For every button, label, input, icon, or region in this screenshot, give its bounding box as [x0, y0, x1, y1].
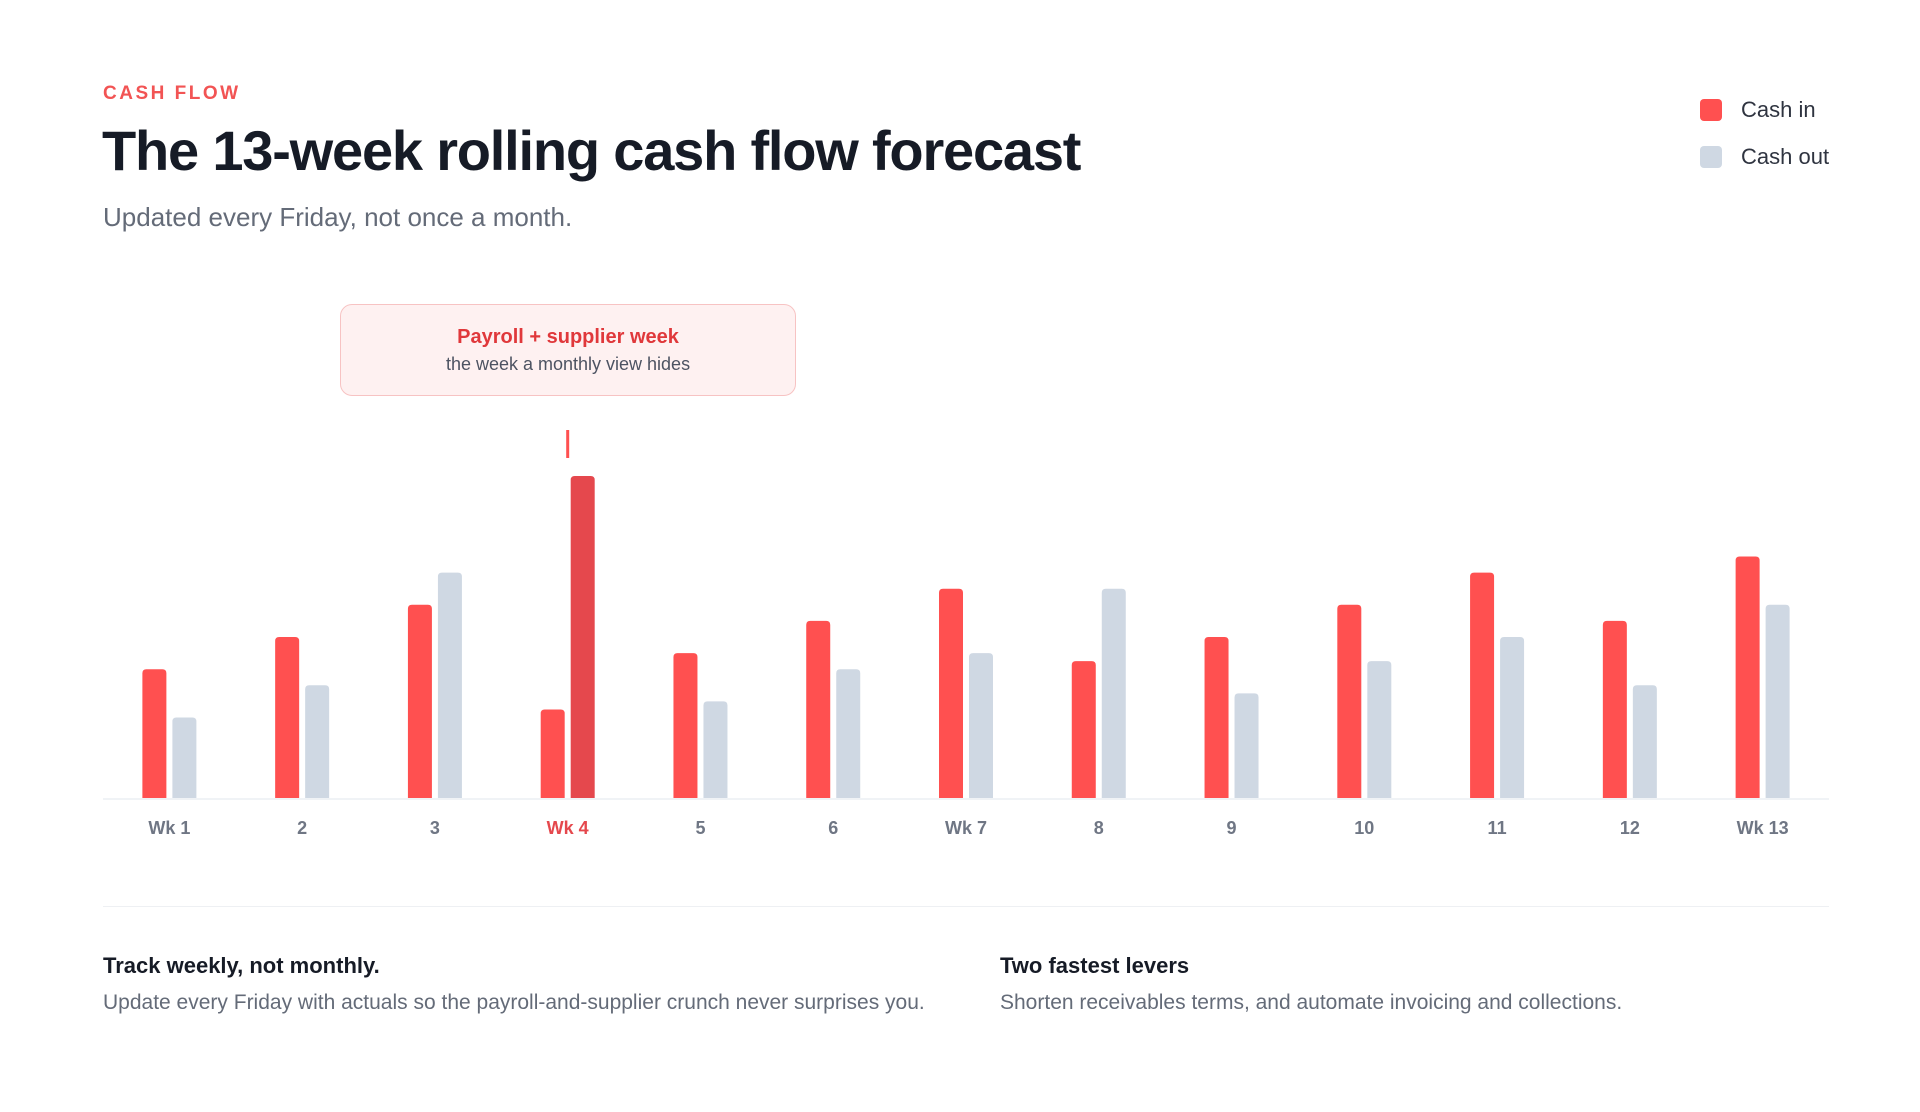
x-tick-label-9: 9 [1227, 818, 1237, 838]
page-title: The 13-week rolling cash flow forecast [102, 119, 1081, 182]
section-divider [103, 906, 1829, 907]
x-tick-label-12: 12 [1620, 818, 1640, 838]
note-body: Shorten receivables terms, and automate … [1000, 991, 1623, 1014]
bar-cash-in-10 [1337, 604, 1362, 798]
note-fastest-levers: Two fastest levers Shorten receivables t… [1000, 953, 1820, 1017]
bar-cash-out-12 [1632, 685, 1657, 798]
bar-cash-out-10 [1367, 661, 1392, 798]
bar-cash-in-11 [1470, 572, 1495, 798]
legend-label-cash-in: Cash in [1741, 97, 1816, 122]
bar-cash-in-2 [275, 637, 300, 798]
note-track-weekly: Track weekly, not monthly. Update every … [103, 953, 953, 1017]
bar-cash-in-7 [939, 588, 963, 798]
legend-label-cash-out: Cash out [1741, 144, 1830, 169]
x-tick-label-11: 11 [1488, 818, 1507, 838]
x-tick-label-13: Wk 13 [1737, 818, 1789, 838]
bar-cash-out-2 [305, 685, 330, 798]
bar-cash-out-8 [1101, 588, 1126, 798]
bar-cash-out-4 [570, 476, 595, 798]
x-tick-label-4: Wk 4 [547, 818, 589, 838]
x-tick-label-5: 5 [695, 818, 705, 838]
bar-cash-out-1 [172, 717, 197, 798]
x-tick-label-3: 3 [430, 818, 440, 838]
note-title: Two fastest levers [1000, 953, 1190, 978]
bar-cash-out-6 [836, 669, 861, 798]
bar-cash-in-1 [142, 669, 167, 798]
bar-cash-out-3 [437, 572, 462, 798]
x-tick-label-2: 2 [297, 818, 307, 838]
x-tick-label-7: Wk 7 [945, 818, 987, 838]
x-tick-label-1: Wk 1 [148, 818, 190, 838]
chart-legend: Cash in Cash out [1700, 96, 1829, 190]
note-body: Update every Friday with actuals so the … [103, 991, 925, 1014]
bar-cash-in-6 [806, 620, 831, 798]
callout-box: Payroll + supplier week the week a month… [340, 304, 796, 396]
legend-item-cash-in: Cash in [1700, 96, 1829, 124]
legend-item-cash-out: Cash out [1700, 143, 1829, 171]
bar-cash-in-5 [673, 653, 698, 798]
note-title: Track weekly, not monthly. [103, 953, 380, 978]
bar-cash-in-8 [1071, 661, 1096, 798]
bar-cash-out-9 [1234, 693, 1259, 798]
bar-cash-in-4 [540, 709, 565, 798]
legend-swatch-cash-in [1700, 99, 1722, 121]
page-subtitle: Updated every Friday, not once a month. [103, 202, 573, 232]
callout-title: Payroll + supplier week [457, 326, 679, 348]
x-tick-label-6: 6 [828, 818, 838, 838]
legend-swatch-cash-out [1700, 146, 1722, 168]
bar-chart: Wk 1 2 3 Wk 4 5 6 Wk 7 8 9 10 11 12 Wk 13 [103, 430, 1829, 838]
bar-cash-out-11 [1500, 637, 1525, 798]
bar-cash-in-9 [1204, 637, 1229, 798]
bar-cash-out-7 [969, 653, 993, 798]
eyebrow-label: CASH FLOW [103, 83, 241, 104]
bar-cash-in-3 [407, 604, 432, 798]
bar-cash-in-12 [1602, 620, 1627, 798]
x-tick-label-8: 8 [1094, 818, 1104, 838]
bar-cash-in-13 [1735, 556, 1760, 798]
bar-cash-out-5 [703, 701, 728, 798]
callout-subtitle: the week a monthly view hides [445, 354, 691, 374]
bar-cash-out-13 [1765, 604, 1790, 798]
x-tick-label-10: 10 [1354, 818, 1374, 838]
